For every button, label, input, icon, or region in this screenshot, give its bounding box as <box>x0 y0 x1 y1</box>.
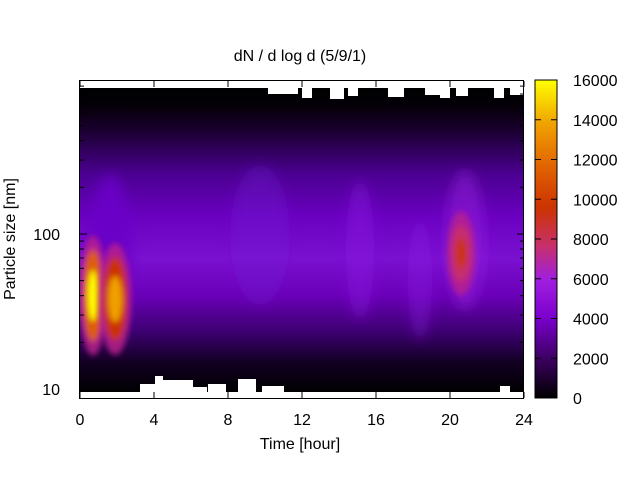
x-tick-label: 8 <box>224 412 233 429</box>
colorbar-tick-label: 2000 <box>573 351 609 368</box>
x-tick-label: 24 <box>515 412 533 429</box>
colorbar-tick-label: 10000 <box>573 192 618 209</box>
heatmap-area <box>80 81 524 398</box>
x-tick-label: 16 <box>367 412 385 429</box>
colorbar-tick-label: 6000 <box>573 272 609 289</box>
y-tick-label: 100 <box>33 227 60 244</box>
chart-title: dN / d log d (5/9/1) <box>234 48 367 65</box>
x-axis-ticks: 0 4 8 12 16 20 24 <box>76 81 533 429</box>
colorbar-tick-label: 4000 <box>573 312 609 329</box>
x-tick-label: 4 <box>150 412 159 429</box>
heatmap-hotspot <box>80 235 107 356</box>
colorbar-tick-label: 12000 <box>573 153 618 170</box>
heatmap-hotspot <box>99 243 132 356</box>
x-axis-label: Time [hour] <box>260 436 340 453</box>
colorbar-tick-label: 16000 <box>573 73 618 90</box>
x-tick-label: 0 <box>76 412 85 429</box>
x-tick-label: 20 <box>441 412 459 429</box>
y-axis-label: Particle size [nm] <box>2 178 19 300</box>
colorbar-tick-label: 8000 <box>573 232 609 249</box>
plot-border <box>79 80 524 399</box>
heatmap-hotspot <box>447 211 476 296</box>
y-axis-ticks: 10 100 <box>33 85 524 399</box>
x-tick-label: 12 <box>293 412 311 429</box>
y-tick-label: 10 <box>42 382 60 399</box>
colorbar-tick-label: 14000 <box>573 113 618 130</box>
colorbar-tick-label: 0 <box>573 391 582 408</box>
colorbar-ticks: 0 2000 4000 6000 8000 10000 12000 14000 16000 <box>535 73 618 408</box>
